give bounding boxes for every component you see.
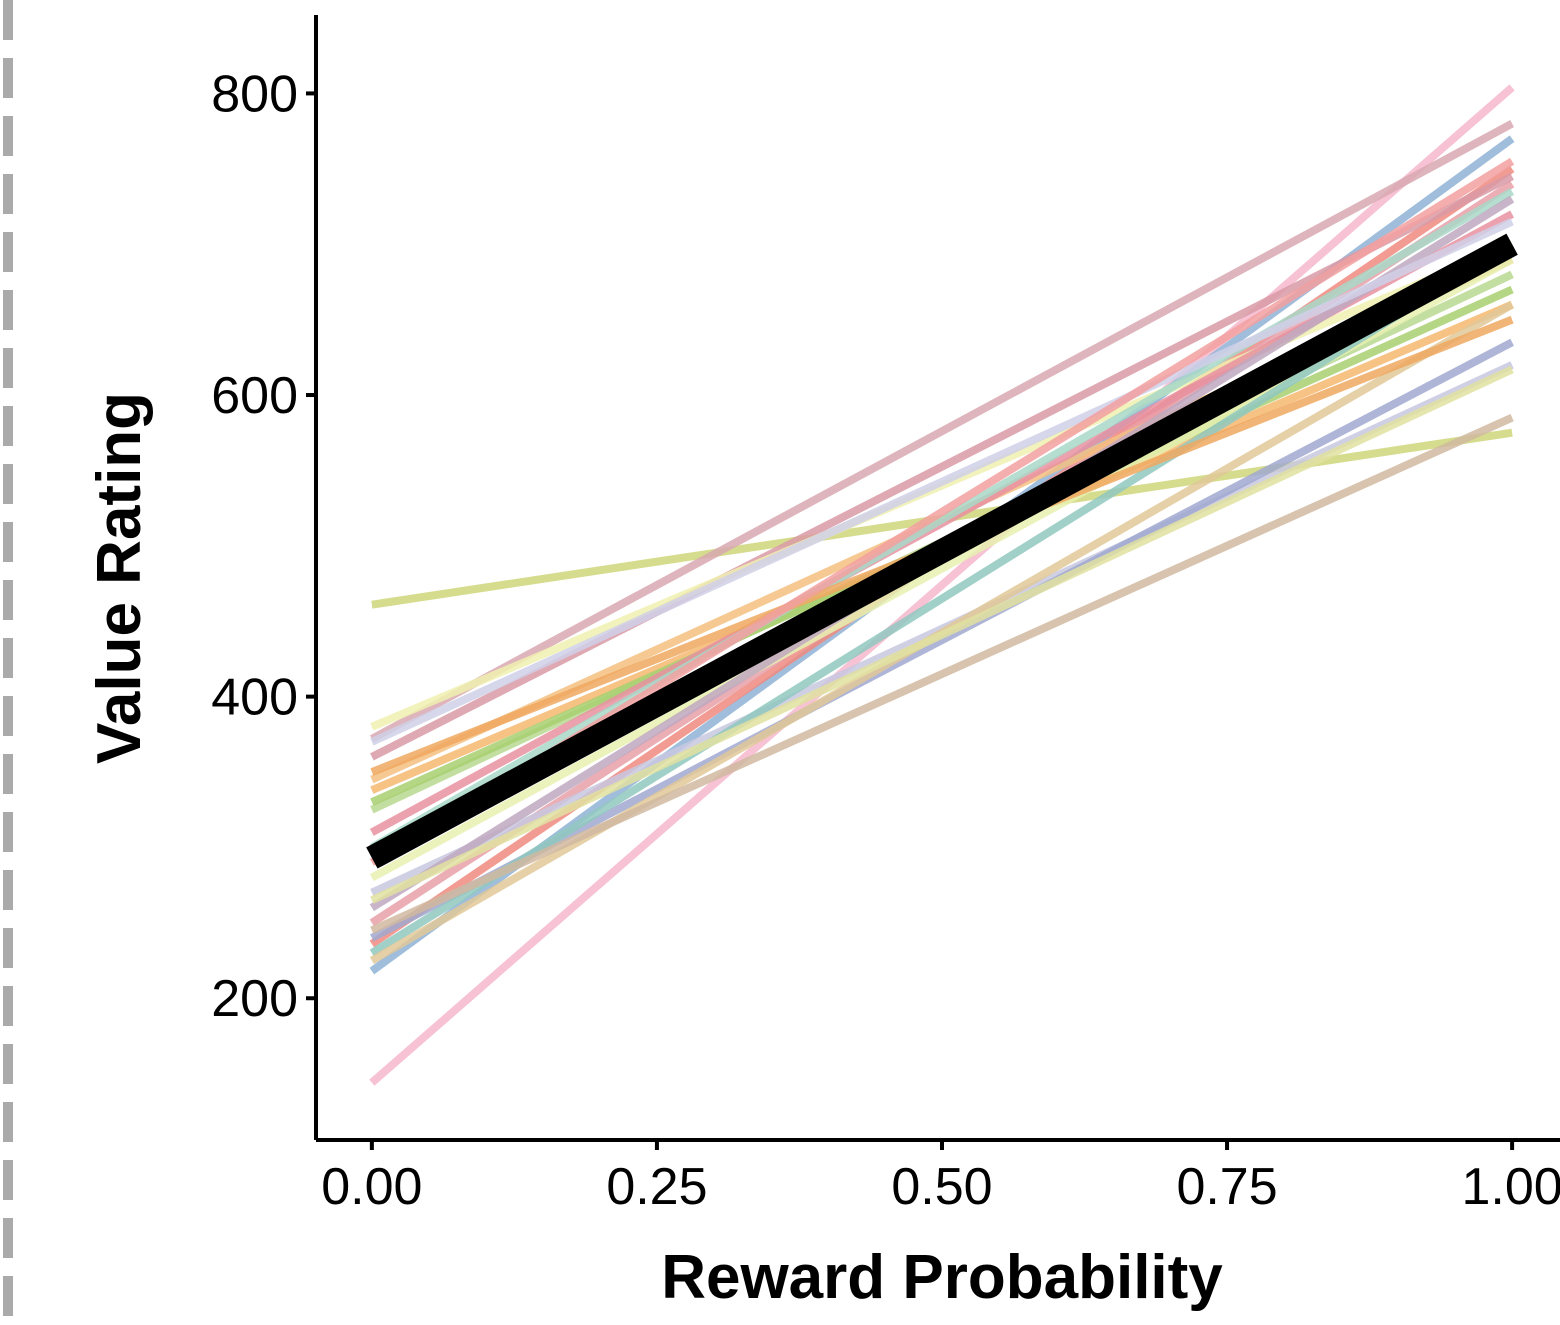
plot-area: [366, 84, 1518, 1086]
series-line: [369, 84, 1515, 1086]
series-line: [370, 365, 1514, 904]
x-tick-label: 0.75: [1176, 1158, 1277, 1216]
x-tick-label: 1.00: [1462, 1158, 1560, 1216]
series-line: [366, 233, 1518, 869]
series-line: [369, 187, 1515, 851]
x-tick-label: 0.25: [606, 1158, 707, 1216]
y-tick-label: 200: [211, 970, 298, 1028]
series-line: [369, 120, 1515, 743]
y-axis-title: Value Rating: [85, 392, 154, 764]
series-line: [370, 217, 1514, 746]
y-tick-label: 400: [211, 669, 298, 727]
y-tick-label: 800: [211, 65, 298, 123]
y-tick-label: 600: [211, 367, 298, 425]
series-line: [369, 240, 1515, 957]
x-tick-label: 0.00: [321, 1158, 422, 1216]
x-axis-title: Reward Probability: [661, 1243, 1223, 1312]
series-line: [370, 172, 1514, 761]
series-line: [370, 413, 1514, 935]
x-tick-label: 0.50: [891, 1158, 992, 1216]
